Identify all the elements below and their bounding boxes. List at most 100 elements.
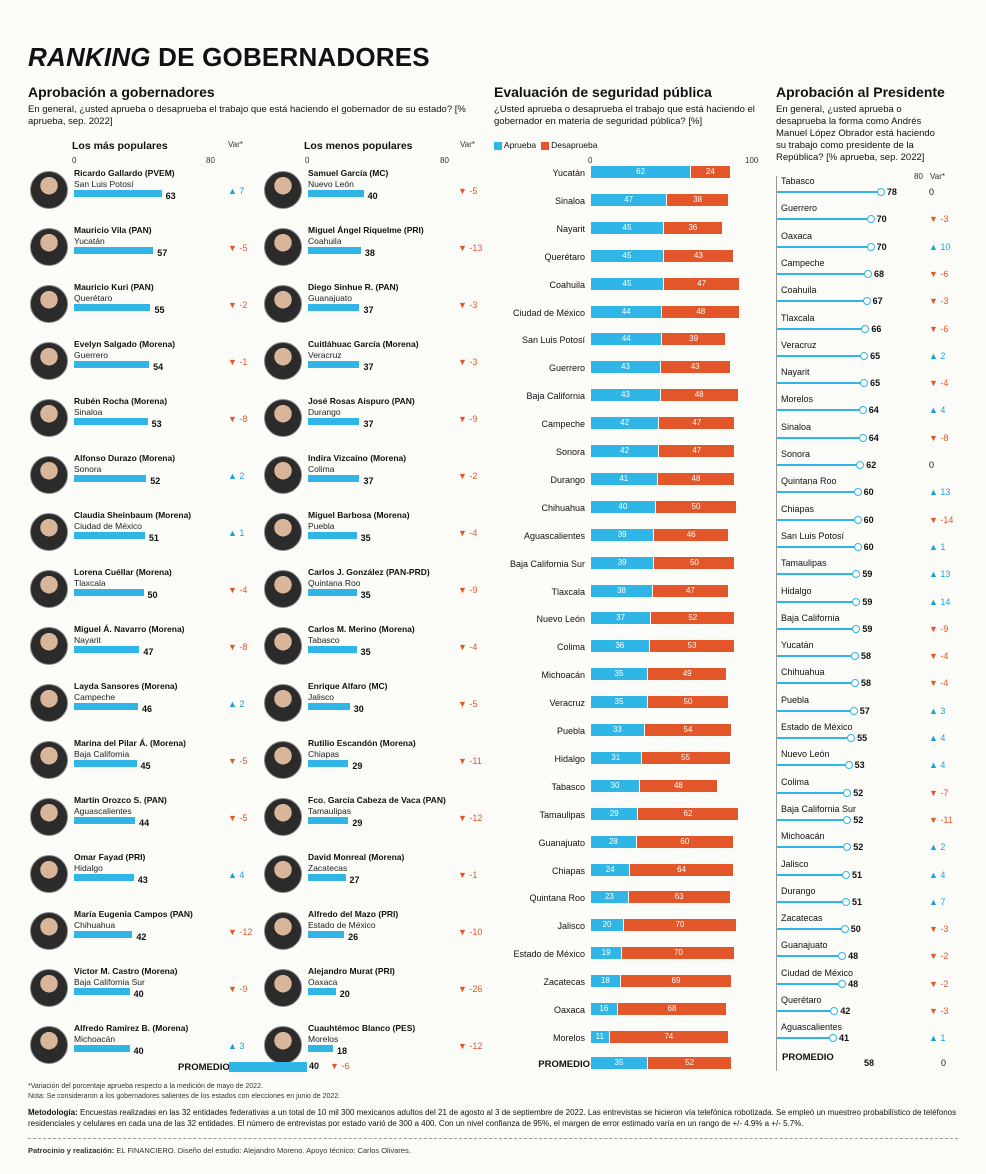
president-variation: ▲ 4 [929,869,946,880]
approval-value: 20 [339,989,350,999]
approval-value: 30 [353,704,364,714]
president-line [777,545,855,548]
approval-value: 40 [133,1046,144,1056]
security-row: Aguascalientes 39 46 [455,528,755,543]
governor-state: Chihuahua [74,920,116,930]
governor-row: Claudia Sheinbaum (Morena) Ciudad de Méxi… [30,510,244,567]
president-row: Baja California Sur 52 ▼ -11 [777,804,977,832]
governor-state: Zacatecas [308,863,348,873]
president-variation: ▼ -2 [929,978,949,989]
governor-state: Oaxaca [308,977,338,987]
approve-bar: 30 [591,779,639,792]
governor-state: Guerrero [74,350,109,360]
president-value: 48 [848,978,859,989]
president-value: 68 [873,268,884,279]
president-dot [866,215,875,224]
popular-header: Los más populares [72,140,168,152]
governor-row: Marina del Pilar Á. (Morena) Baja Califor… [30,738,247,795]
security-state-label: Sonora [555,447,585,457]
president-variation: ▲ 4 [929,760,946,771]
variation-value: ▼ -10 [458,927,483,937]
president-dot [853,488,862,497]
variation-value: ▲ 2 [228,699,245,709]
president-row: Guanajuato 48 ▼ -2 [777,940,977,968]
approve-swatch [494,141,502,150]
security-row: Puebla 33 54 [455,724,755,738]
governor-state: Ciudad de México [74,521,143,531]
president-dot [851,652,860,661]
security-legend: Aprueba Desaprueba [494,140,597,150]
president-line [777,1010,832,1012]
security-state-label: Jalisco [557,921,585,932]
approval-bar [308,1045,334,1052]
approval-value: 35 [360,533,371,543]
security-row: Oaxaca 16 68 [455,1003,755,1017]
governor-row: Carlos J. González (PAN-PRD) Quintana Roo… [264,567,477,624]
disapprove-bar: 39 [662,333,725,346]
president-dot [853,515,862,524]
variation-value: ▼ -3 [458,300,478,310]
disapprove-bar: 55 [641,751,730,764]
president-row: Sonora 62 0 [777,449,977,477]
approval-value: 51 [148,533,159,543]
president-line [777,982,840,985]
footnote-nota: Nota: Se consideraron a los gobernadores… [28,1093,341,1100]
approve-bar: 33 [591,724,644,736]
governor-state: Puebla [308,521,335,531]
governor-row: Alfonso Durazo (Morena) Sonora 52 ▲ 2 [30,453,244,510]
variation-value: ▲ 4 [228,870,245,880]
president-variation: ▼ -3 [929,924,949,935]
president-variation: ▲ 2 [929,350,946,361]
president-variation: ▲ 14 [929,596,951,607]
approve-bar: 44 [591,305,662,318]
governor-row: Omar Fayad (PRI) Hidalgo 43 ▲ 4 [30,852,244,909]
variation-value: ▼ -26 [458,984,483,994]
popular-var-header: Var* [228,140,243,149]
disapprove-bar: 50 [654,556,735,569]
president-state-label: Tlaxcala [781,312,815,323]
governor-state: Yucatán [74,236,105,246]
variation-value: ▼ -8 [228,414,248,424]
security-state-label: Guanajuato [538,837,585,848]
governor-name: Rutilio Escandón (Morena) [308,738,416,748]
president-row: Coahuila 67 ▼ -3 [777,285,977,313]
governor-name: Cuauhtémoc Blanco (PES) [308,1023,416,1033]
governor-photo [30,342,68,380]
variation-value: ▼ -8 [228,642,248,652]
security-state-label: Tabasco [551,781,585,792]
approval-value: 37 [363,476,374,486]
president-variation: ▲ 4 [929,405,946,416]
unpopular-var-header: Var* [460,140,475,149]
president-line [777,409,860,412]
variation-value: ▲ 1 [228,528,245,538]
president-heading: Aprobación al Presidente [776,84,945,100]
popular-axis-max: 80 [206,156,215,165]
security-state-label: Nayarit [556,223,585,234]
approve-bar: 45 [591,221,663,234]
governor-row: Layda Sansores (Morena) Campeche 46 ▲ 2 [30,681,244,738]
governor-name: Fco. García Cabeza de Vaca (PAN) [308,795,446,805]
variation-value: ▼ -4 [228,585,248,595]
president-row: Colima 52 ▼ -7 [777,777,977,805]
president-dot [852,570,861,579]
president-value: 64 [868,405,879,416]
approval-bar [308,589,357,596]
president-line [777,764,846,767]
security-row: Chiapas 24 64 [455,863,755,878]
variation-value: ▼ -12 [458,1041,483,1051]
governor-photo [264,798,302,836]
president-dot [862,297,871,306]
governor-row: Evelyn Salgado (Morena) Guerrero 54 ▼ -1 [30,339,247,396]
president-promedio-value: 58 [864,1058,875,1068]
governor-name: Claudia Sheinbaum (Morena) [74,510,192,520]
variation-value: ▲ 2 [228,471,245,481]
president-line [777,300,864,303]
president-value: 59 [862,569,873,580]
governor-photo [264,1026,302,1064]
governor-row: Miguel Á. Navarro (Morena) Nayarit 47 ▼ -8 [30,624,247,681]
disapprove-bar: 53 [649,640,735,653]
governor-name: Layda Sansores (Morena) [74,681,178,691]
approval-value: 40 [133,989,144,999]
president-line [777,573,854,576]
methodology-text: Encuestas realizadas en las 32 entidades… [28,1108,957,1128]
